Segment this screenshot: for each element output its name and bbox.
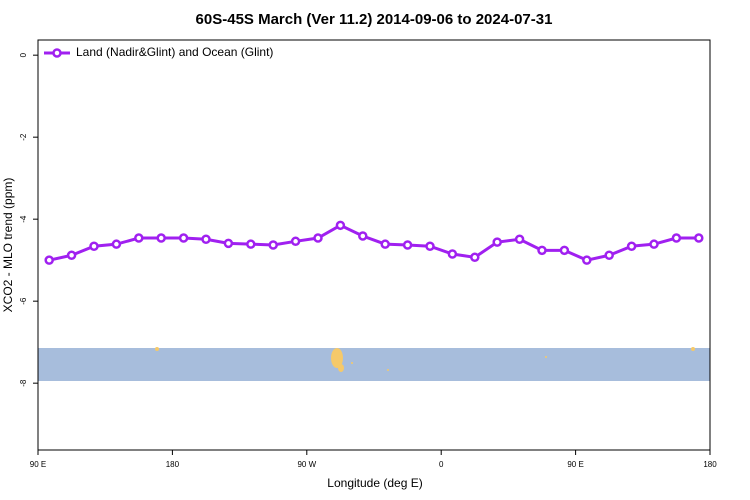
point bbox=[671, 233, 682, 243]
point bbox=[335, 220, 346, 231]
point bbox=[537, 245, 547, 256]
plot-frame bbox=[37, 39, 711, 451]
point bbox=[201, 234, 211, 245]
y-tick-label: -2 bbox=[19, 133, 28, 141]
point bbox=[425, 241, 435, 251]
point bbox=[582, 255, 592, 265]
x-tick-label: 180 bbox=[703, 460, 717, 469]
x-tick-label: 90 W bbox=[297, 460, 316, 469]
point bbox=[134, 233, 144, 243]
point bbox=[111, 239, 122, 249]
point bbox=[66, 250, 77, 260]
y-tick-label: -8 bbox=[19, 379, 28, 387]
x-axis-label: Longitude (deg E) bbox=[327, 476, 422, 490]
point bbox=[447, 249, 458, 259]
point bbox=[380, 239, 390, 249]
point bbox=[313, 233, 323, 243]
y-tick-label: 0 bbox=[19, 52, 28, 57]
point bbox=[44, 255, 54, 265]
point bbox=[246, 239, 256, 249]
point bbox=[290, 236, 301, 247]
y-axis-label: XCO2 - MLO trend (ppm) bbox=[1, 178, 15, 313]
series-line bbox=[48, 223, 699, 262]
y-tick-label: -6 bbox=[19, 297, 28, 305]
point bbox=[492, 237, 502, 247]
x-tick-label: 90 E bbox=[30, 460, 46, 469]
point bbox=[626, 241, 637, 251]
point bbox=[514, 234, 525, 245]
land-patches bbox=[155, 347, 695, 372]
point bbox=[559, 245, 570, 256]
point bbox=[358, 231, 368, 241]
map-band bbox=[38, 348, 710, 381]
point bbox=[649, 239, 659, 249]
legend-label: Land (Nadir&Glint) and Ocean (Glint) bbox=[76, 45, 273, 59]
point bbox=[694, 233, 704, 243]
point bbox=[223, 238, 234, 249]
x-tick-label: 0 bbox=[439, 460, 444, 469]
y-tick-label: -4 bbox=[19, 215, 28, 223]
x-tick-label: 90 E bbox=[567, 460, 583, 469]
legend-marker bbox=[52, 48, 62, 58]
point bbox=[402, 240, 413, 250]
chart-title: 60S-45S March (Ver 11.2) 2014-09-06 to 2… bbox=[196, 11, 553, 28]
point bbox=[470, 252, 480, 263]
point bbox=[89, 241, 99, 251]
point bbox=[178, 233, 189, 243]
x-tick-label: 180 bbox=[166, 460, 180, 469]
point bbox=[156, 233, 166, 243]
point bbox=[268, 240, 278, 250]
point bbox=[604, 250, 614, 260]
